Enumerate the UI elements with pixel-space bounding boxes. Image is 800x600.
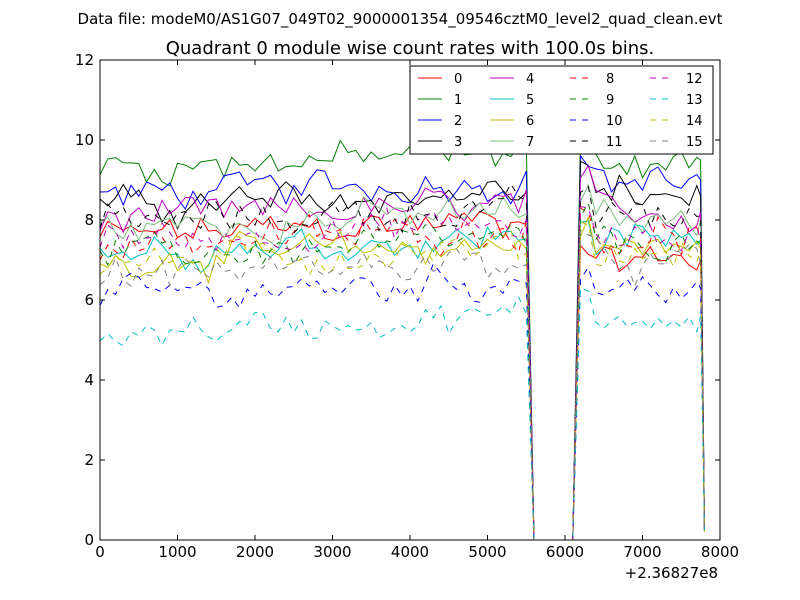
legend-label-2: 2 (454, 114, 462, 129)
legend-label-10: 10 (606, 114, 623, 129)
x-tick-label: 1000 (158, 543, 196, 561)
x-tick-label: 3000 (313, 543, 351, 561)
x-tick-label: 2000 (236, 543, 274, 561)
legend-label-15: 15 (686, 135, 703, 150)
series-line-14 (100, 221, 705, 540)
series-line-9 (100, 201, 705, 540)
legend-label-14: 14 (686, 114, 703, 129)
x-tick-label: 5000 (468, 543, 506, 561)
series-line-10 (100, 262, 705, 540)
series-line-7 (100, 183, 705, 540)
legend-label-7: 7 (526, 135, 534, 150)
legend-label-12: 12 (686, 72, 703, 87)
y-tick-label: 10 (75, 131, 94, 149)
legend-frame (409, 65, 714, 155)
y-tick-label: 8 (84, 211, 94, 229)
x-tick-label: 6000 (546, 543, 584, 561)
legend-label-1: 1 (454, 93, 462, 108)
series-line-8 (100, 207, 705, 540)
x-offset-label: +2.36827e8 (625, 564, 718, 582)
x-tick-label: 8000 (701, 543, 739, 561)
x-tick-label: 0 (95, 543, 105, 561)
legend-label-9: 9 (606, 93, 614, 108)
legend-label-13: 13 (686, 93, 703, 108)
y-tick-label: 4 (84, 371, 94, 389)
legend-label-4: 4 (526, 72, 534, 87)
legend-label-11: 11 (606, 135, 623, 150)
y-tick-label: 0 (84, 531, 94, 549)
series-line-0 (100, 210, 705, 540)
series-line-15 (100, 229, 705, 540)
chart-title: Quadrant 0 module wise count rates with … (166, 38, 655, 59)
series-line-5 (100, 219, 705, 540)
series-line-4 (100, 164, 705, 540)
series-layer (100, 117, 705, 540)
series-line-12 (100, 206, 705, 540)
legend-label-5: 5 (526, 93, 534, 108)
series-line-1 (100, 117, 705, 540)
x-tick-label: 4000 (391, 543, 429, 561)
x-tick-label: 7000 (623, 543, 661, 561)
series-line-3 (100, 160, 705, 540)
series-line-13 (100, 286, 705, 540)
y-tick-label: 6 (84, 291, 94, 309)
series-line-11 (100, 182, 705, 540)
series-line-6 (100, 215, 705, 540)
y-tick-label: 2 (84, 451, 94, 469)
y-tick-label: 12 (75, 51, 94, 69)
chart-suptitle: Data file: modeM0/AS1G07_049T02_90000013… (78, 10, 723, 29)
legend-label-6: 6 (526, 114, 534, 129)
legend-label-0: 0 (454, 72, 462, 87)
series-line-2 (100, 154, 705, 540)
ticks-layer: 0 1000 2000 3000 4000 5000 6000 7000 80000246810… (75, 51, 739, 561)
legend-label-8: 8 (606, 72, 614, 87)
legend-label-3: 3 (454, 135, 462, 150)
